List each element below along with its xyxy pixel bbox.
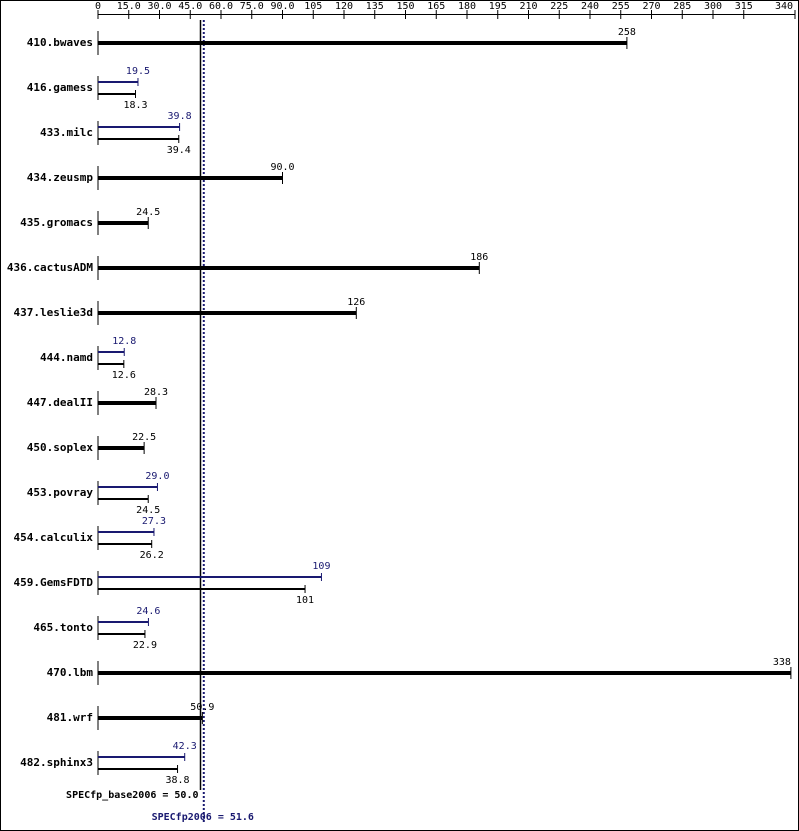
bar	[98, 401, 157, 405]
category-label: 444.namd	[40, 351, 93, 364]
x-tick-label: 270	[642, 1, 660, 12]
x-tick-label: 90.0	[270, 1, 294, 12]
value-label: 22.9	[133, 640, 157, 651]
bar	[98, 446, 145, 450]
reference-label: SPECfp_base2006 = 50.0	[66, 790, 198, 801]
value-label: 28.3	[144, 387, 168, 398]
category-label: 435.gromacs	[20, 216, 93, 229]
value-label: 19.5	[126, 66, 150, 77]
x-tick-label: 105	[304, 1, 322, 12]
value-label: 50.9	[190, 702, 214, 713]
x-tick-label: 195	[489, 1, 507, 12]
bar	[98, 176, 283, 180]
bar	[98, 576, 322, 578]
bar	[98, 81, 138, 83]
value-label: 12.6	[112, 370, 136, 381]
x-tick-label: 340	[775, 1, 793, 12]
bar	[98, 671, 791, 675]
bar	[98, 498, 149, 500]
value-label: 24.5	[136, 207, 160, 218]
value-label: 90.0	[270, 162, 294, 173]
x-tick-label: 240	[581, 1, 599, 12]
bar	[98, 363, 124, 365]
x-tick-label: 30.0	[147, 1, 171, 12]
x-tick-label: 180	[458, 1, 476, 12]
category-label: 481.wrf	[47, 711, 93, 724]
value-label: 42.3	[173, 741, 197, 752]
value-label: 126	[347, 297, 365, 308]
x-tick-label: 150	[396, 1, 414, 12]
bar	[98, 221, 149, 225]
category-label: 410.bwaves	[27, 36, 93, 49]
bar	[98, 543, 152, 545]
category-label: 416.gamess	[27, 81, 93, 94]
x-tick-label: 0	[95, 1, 101, 12]
bar	[98, 633, 145, 635]
x-tick-label: 315	[735, 1, 753, 12]
x-tick-label: 300	[704, 1, 722, 12]
x-tick-label: 15.0	[117, 1, 141, 12]
bar	[98, 531, 154, 533]
value-label: 338	[773, 657, 791, 668]
value-label: 27.3	[142, 516, 166, 527]
bar	[98, 756, 185, 758]
value-label: 18.3	[123, 100, 147, 111]
bar	[98, 311, 357, 315]
category-label: 453.povray	[27, 486, 94, 499]
bar	[98, 351, 125, 353]
category-label: 459.GemsFDTD	[14, 576, 94, 589]
x-tick-label: 225	[550, 1, 568, 12]
bar	[98, 41, 627, 45]
value-label: 101	[296, 595, 314, 606]
category-label: 454.calculix	[14, 531, 94, 544]
value-label: 39.8	[168, 111, 192, 122]
category-label: 433.milc	[40, 126, 93, 139]
bar	[98, 716, 203, 720]
bar	[98, 768, 178, 770]
x-tick-label: 255	[612, 1, 630, 12]
x-tick-label: 285	[673, 1, 691, 12]
category-label: 465.tonto	[33, 621, 93, 634]
bar	[98, 138, 179, 140]
value-label: 258	[618, 27, 636, 38]
value-label: 12.8	[112, 336, 136, 347]
bar	[98, 621, 149, 623]
value-label: 109	[312, 561, 330, 572]
bar	[98, 126, 180, 128]
category-label: 450.soplex	[27, 441, 94, 454]
value-label: 29.0	[145, 471, 169, 482]
bar	[98, 588, 306, 590]
value-label: 24.5	[136, 505, 160, 516]
value-label: 24.6	[136, 606, 160, 617]
x-tick-label: 210	[519, 1, 537, 12]
category-label: 434.zeusmp	[27, 171, 94, 184]
value-label: 186	[470, 252, 488, 263]
category-label: 437.leslie3d	[14, 306, 93, 319]
x-tick-label: 60.0	[209, 1, 233, 12]
x-tick-label: 45.0	[178, 1, 202, 12]
category-label: 482.sphinx3	[20, 756, 93, 769]
value-label: 38.8	[165, 775, 189, 786]
category-label: 436.cactusADM	[7, 261, 93, 274]
category-label: 470.lbm	[47, 666, 94, 679]
reference-label: SPECfp2006 = 51.6	[152, 812, 254, 823]
x-tick-label: 120	[335, 1, 353, 12]
bar	[98, 486, 158, 488]
value-label: 26.2	[140, 550, 164, 561]
bar	[98, 93, 136, 95]
x-tick-label: 135	[366, 1, 384, 12]
value-label: 39.4	[167, 145, 191, 156]
x-tick-label: 165	[427, 1, 445, 12]
x-tick-label: 75.0	[240, 1, 264, 12]
value-label: 22.5	[132, 432, 156, 443]
bar	[98, 266, 480, 270]
category-label: 447.dealII	[27, 396, 93, 409]
